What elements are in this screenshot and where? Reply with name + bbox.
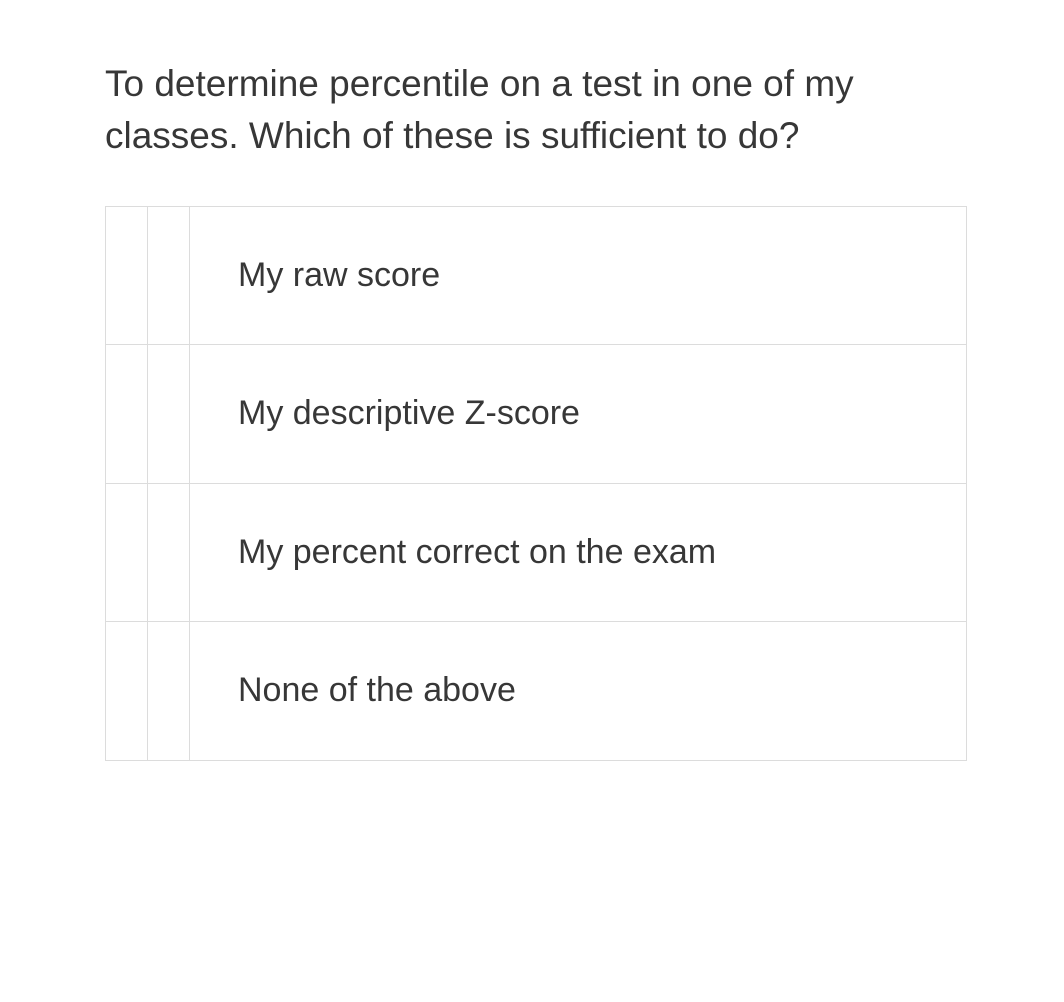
- option-label: My descriptive Z-score: [190, 345, 967, 484]
- option-marker-cell-a: [106, 345, 148, 484]
- option-row[interactable]: My descriptive Z-score: [106, 345, 967, 484]
- option-marker-cell-b: [148, 622, 190, 761]
- option-row[interactable]: None of the above: [106, 622, 967, 761]
- option-row[interactable]: My raw score: [106, 206, 967, 345]
- option-label: None of the above: [190, 622, 967, 761]
- option-marker-cell-b: [148, 206, 190, 345]
- option-marker-cell-b: [148, 483, 190, 622]
- option-marker-cell-a: [106, 622, 148, 761]
- option-marker-cell-b: [148, 345, 190, 484]
- option-row[interactable]: My percent correct on the exam: [106, 483, 967, 622]
- options-table: My raw score My descriptive Z-score My p…: [105, 206, 967, 761]
- option-marker-cell-a: [106, 483, 148, 622]
- option-label: My raw score: [190, 206, 967, 345]
- quiz-container: To determine percentile on a test in one…: [0, 0, 1064, 761]
- question-text: To determine percentile on a test in one…: [105, 58, 964, 162]
- option-marker-cell-a: [106, 206, 148, 345]
- option-label: My percent correct on the exam: [190, 483, 967, 622]
